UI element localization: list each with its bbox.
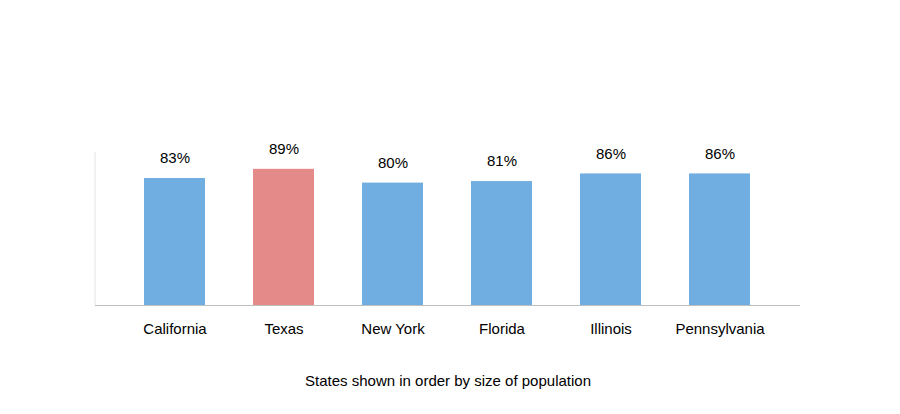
svg-text:States shown in order by size: States shown in order by size of populat… bbox=[305, 372, 591, 389]
svg-text:Illinois: Illinois bbox=[590, 320, 632, 337]
svg-text:89%: 89% bbox=[269, 140, 299, 157]
svg-text:California: California bbox=[143, 320, 207, 337]
svg-text:86%: 86% bbox=[596, 145, 626, 162]
svg-text:81%: 81% bbox=[487, 152, 517, 169]
svg-text:New York: New York bbox=[361, 320, 425, 337]
svg-text:83%: 83% bbox=[160, 149, 190, 166]
svg-text:Florida: Florida bbox=[479, 320, 526, 337]
svg-text:Texas: Texas bbox=[264, 320, 303, 337]
svg-text:Pennsylvania: Pennsylvania bbox=[675, 320, 765, 337]
svg-text:80%: 80% bbox=[378, 154, 408, 171]
svg-text:86%: 86% bbox=[705, 145, 735, 162]
